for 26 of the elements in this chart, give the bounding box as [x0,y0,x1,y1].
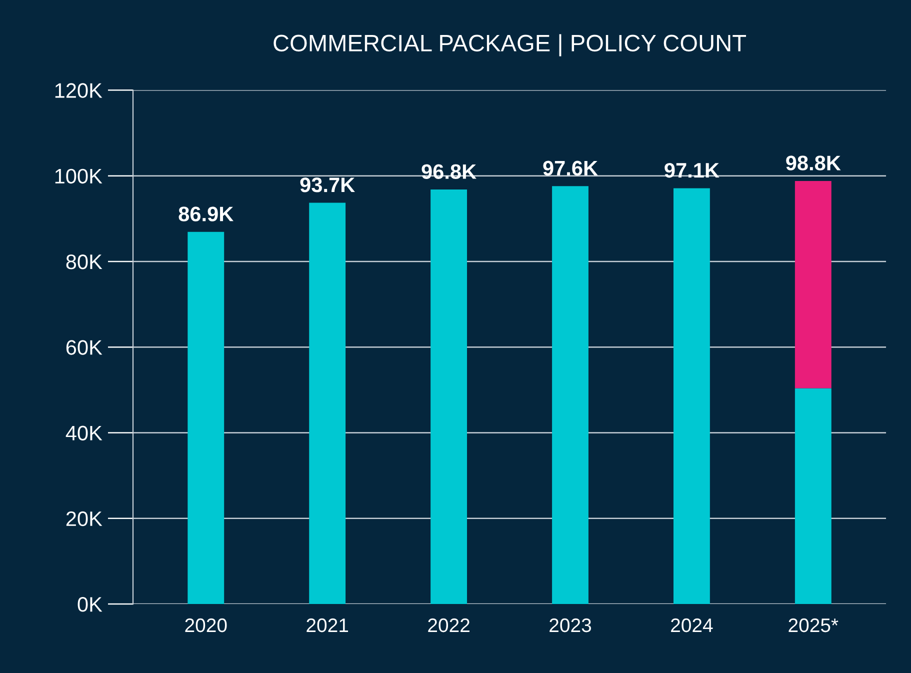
y-tick-label: 0K [78,597,102,612]
y-tick-label: 80K [66,254,102,270]
total-label: 86.9K [178,206,234,222]
bar [309,202,346,604]
bar [430,190,468,604]
bar [794,180,832,388]
x-tick-label: 2021 [306,618,348,632]
y-tick-label: 60K [66,340,102,355]
total-label: 97.6K [543,160,598,176]
bar [794,388,832,604]
x-tick-label: 2023 [550,618,592,632]
x-tick-label: 2022 [428,618,470,632]
total-label: 97.1K [664,162,720,178]
y-tick-label: 20K [66,511,102,526]
y-tick-label: 120K [55,83,102,98]
bar [673,188,710,604]
x-tick-label: 2025* [788,618,838,632]
bar [552,186,588,604]
y-tick-label: 100K [55,168,102,184]
bar [188,232,224,604]
y-tick-label: 40K [66,426,102,440]
total-label: 93.7K [300,178,355,192]
x-tick-label: 2024 [671,618,713,632]
total-label: 98.8K [786,156,841,170]
x-tick-label: 2020 [185,618,227,632]
chart-title: COMMERCIAL PACKAGE | POLICY COUNT [274,34,746,56]
